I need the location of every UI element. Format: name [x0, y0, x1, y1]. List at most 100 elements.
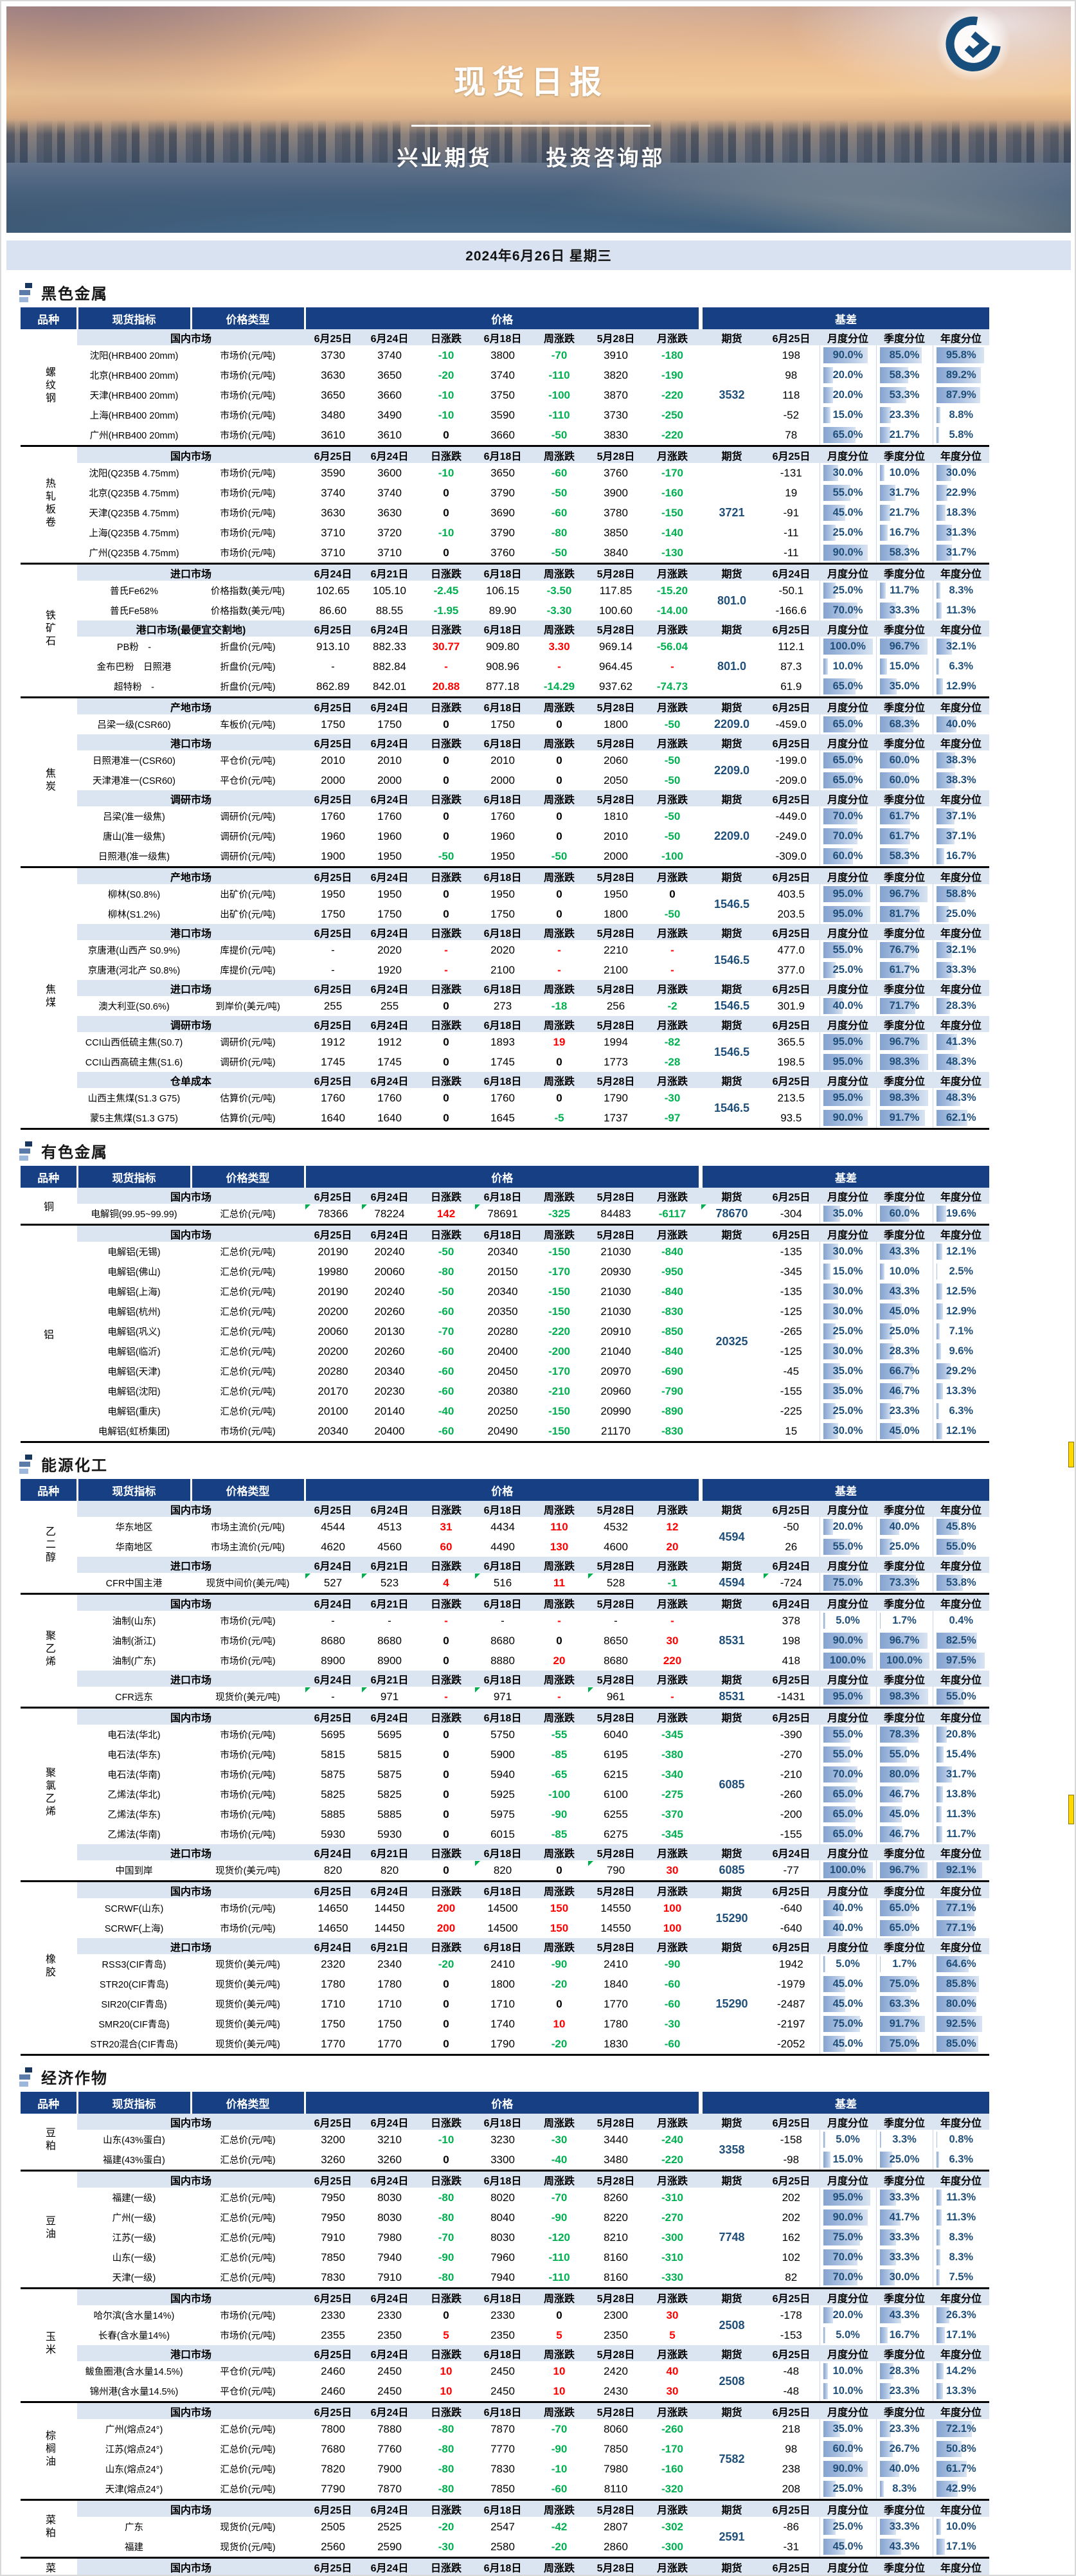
price-cell: 20150	[487, 1265, 518, 1278]
price-cell: -56.04	[656, 640, 688, 653]
percentile-value: 35.0%	[889, 680, 920, 692]
price-cell: 1920	[377, 963, 402, 976]
price-type-cell: 市场价(元/吨)	[220, 391, 276, 401]
price-cell: 1900	[321, 849, 345, 862]
percentile-cell: 33.3%	[932, 960, 990, 980]
subheader-cell: 6月18日	[474, 790, 531, 806]
percentile-value: 38.3%	[946, 754, 976, 766]
subheader-cell: 期货	[701, 1501, 763, 1517]
subheader-cell: 月涨跌	[644, 1501, 701, 1517]
subheader-cell: 6月25日	[305, 1224, 361, 1242]
percentile-value: 33.3%	[889, 2191, 920, 2203]
indicator-cell: 日照港准一(CSR60)	[93, 756, 175, 766]
percentile-cell: 12.1%	[932, 1242, 990, 1262]
percentile-databar	[936, 886, 966, 902]
percentile-value: 21.7%	[889, 507, 920, 518]
percentile-value: 82.5%	[946, 1635, 976, 1646]
percentile-cell: 95.0%	[819, 1052, 876, 1072]
price-cell: 1645	[490, 1111, 515, 1124]
subheader-cell: 6月18日	[474, 696, 531, 714]
subheader-cell: 月涨跌	[644, 696, 701, 714]
percentile-cell: 98.3%	[875, 1687, 933, 1708]
percentile-databar	[936, 545, 953, 561]
indicator-cell: 唐山(准一级焦)	[103, 832, 165, 842]
percentile-cell: 18.3%	[932, 503, 990, 523]
scroll-marker[interactable]	[1068, 1442, 1074, 1467]
percentile-cell: 37.1%	[932, 806, 990, 826]
price-cell: 969.14	[599, 640, 632, 653]
indicator-cell: 江苏(一级)	[112, 2233, 156, 2244]
price-cell: 7980	[604, 2462, 628, 2475]
percentile-cell: 25.0%	[819, 523, 876, 543]
price-type-cell: 市场价(元/吨)	[220, 1790, 276, 1800]
percentile-cell: 45.0%	[819, 2537, 876, 2558]
percentile-cell: 5.0%	[819, 1954, 876, 1974]
price-cell: 7800	[321, 2422, 345, 2435]
percentile-databar	[823, 658, 829, 675]
indicator-cell: 金布巴粉 日照港	[96, 662, 172, 673]
subheader-cell: 季度分位	[876, 1707, 933, 1725]
percentile-cell: 13.8%	[932, 1784, 990, 1804]
percentile-value: 20.0%	[832, 2309, 863, 2321]
percentile-value: 65.0%	[889, 1902, 920, 1914]
price-cell: -60	[664, 1977, 681, 1990]
subheader-cell: 期货	[701, 1938, 763, 1954]
price-cell: -170	[548, 1365, 571, 1377]
percentile-value: 8.3%	[949, 2231, 974, 2243]
price-cell: -50	[551, 849, 568, 862]
price-cell: 6195	[604, 1748, 628, 1761]
basis-cell: -2197	[777, 2017, 805, 2030]
price-cell: -50	[438, 1285, 454, 1298]
futures-price-cell: 2508	[719, 2318, 745, 2332]
basis-cell: -270	[780, 1748, 802, 1761]
indicator-cell: 江苏(熔点24°)	[105, 2445, 163, 2455]
scroll-marker[interactable]	[1068, 1795, 1074, 1824]
percentile-databar	[879, 1383, 903, 1399]
percentile-cell: 92.1%	[932, 1860, 990, 1882]
indicator-cell: 电解铝(临沂)	[107, 1347, 161, 1357]
subheader-cell: 季度分位	[876, 1938, 933, 1954]
subheader-cell: 月度分位	[820, 1844, 876, 1860]
commodity-table-energy-chemicals: 品种 现货指标 价格类型 价格 基差 乙二醇 国内市场 6月25日 6月24日 日涨跌 6月18日周…	[21, 1479, 990, 2056]
variety-polyethylene: 聚乙烯	[21, 1593, 77, 1708]
section-title-text: 黑色金属	[41, 286, 108, 303]
price-cell: 30	[666, 1864, 679, 1876]
price-type-cell: 到岸价(美元/吨)	[215, 1002, 280, 1012]
price-cell: 20490	[487, 1424, 518, 1437]
price-cell: 1790	[604, 1091, 628, 1104]
percentile-cell: 78.3%	[875, 1725, 933, 1745]
percentile-databar	[879, 2421, 892, 2437]
percentile-cell: 40.0%	[875, 1517, 933, 1537]
price-cell: 2410	[604, 1957, 628, 1970]
variety-rapeseed-meal: 菜粕	[21, 2499, 77, 2558]
basis-cell: 418	[782, 1654, 800, 1667]
basis-cell: -52	[783, 408, 800, 421]
percentile-cell: 35.0%	[819, 1381, 876, 1401]
price-cell: -	[331, 943, 335, 956]
price-cell: 110	[550, 1520, 568, 1533]
price-cell: -60	[438, 1365, 454, 1377]
price-cell: 3740	[377, 349, 402, 361]
percentile-cell: 8.3%	[875, 2479, 933, 2500]
percentile-databar	[823, 942, 850, 958]
price-cell: -	[670, 1690, 674, 1703]
percentile-value: 81.7%	[889, 908, 920, 920]
price-cell: -80	[551, 526, 568, 539]
percentile-value: 45.0%	[832, 1978, 863, 1990]
subheader-cell: 月涨跌	[644, 2401, 701, 2419]
percentile-cell: 75.0%	[819, 1573, 876, 1594]
market-label: 进口市场	[77, 1671, 305, 1687]
subheader-cell: 月度分位	[820, 924, 876, 940]
futures-price-cell: 801.0	[717, 594, 747, 607]
price-cell: -160	[661, 2462, 684, 2475]
percentile-value: 42.9%	[946, 2483, 976, 2494]
price-cell: 820	[474, 1860, 531, 1882]
basis-cell: 203.5	[777, 907, 805, 920]
price-cell: -60	[438, 1345, 454, 1357]
percentile-value: 32.1%	[946, 640, 976, 652]
percentile-databar	[879, 583, 886, 599]
price-cell: 20100	[318, 1404, 348, 1417]
percentile-value: 0.4%	[949, 1615, 974, 1626]
indicator-cell: 电解铝(佛山)	[107, 1267, 161, 1278]
percentile-cell: 32.1%	[932, 637, 990, 657]
